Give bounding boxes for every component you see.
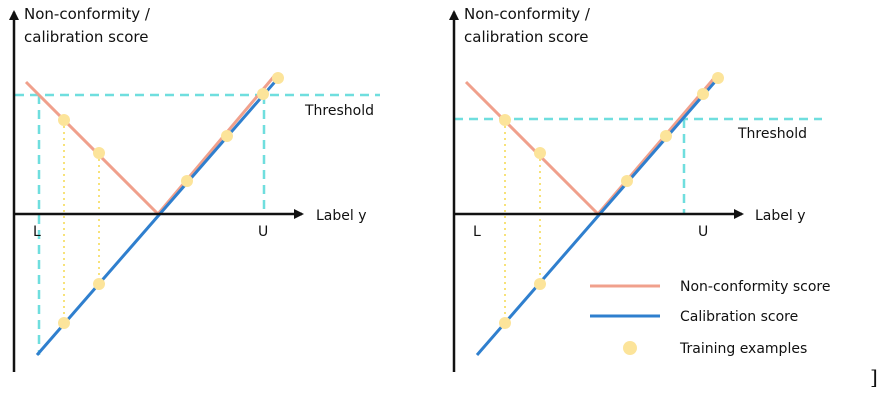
left-lower-bound-label: L xyxy=(33,224,41,240)
trailing-bracket: ] xyxy=(870,365,878,389)
right-training-dot xyxy=(621,175,633,187)
left-training-dot xyxy=(221,130,233,142)
left-threshold-label: Threshold xyxy=(304,103,374,119)
right-y-axis-label-line2: calibration score xyxy=(464,28,588,46)
legend: Non-conformity score Calibration score T… xyxy=(590,279,830,357)
legend-training-label: Training examples xyxy=(679,341,807,357)
right-y-axis-label-line1: Non-conformity / xyxy=(464,5,591,23)
left-calibration-line xyxy=(35,75,282,356)
right-training-dot xyxy=(534,278,546,290)
left-training-dot xyxy=(93,278,105,290)
legend-nonconformity-label: Non-conformity score xyxy=(680,279,830,295)
right-calibration-line xyxy=(475,75,722,356)
left-nonconformity-right-branch xyxy=(156,73,278,215)
left-training-dot xyxy=(181,175,193,187)
left-panel: Non-conformity / calibration score Thres… xyxy=(9,5,380,372)
right-training-dot xyxy=(697,88,709,100)
legend-training-swatch xyxy=(623,341,637,355)
left-upper-bound-label: U xyxy=(258,224,268,240)
right-x-axis-label: Label y xyxy=(755,208,806,224)
left-training-dot xyxy=(58,114,70,126)
left-training-dot xyxy=(93,147,105,159)
left-y-axis-label-line2: calibration score xyxy=(24,28,148,46)
legend-calibration-label: Calibration score xyxy=(680,309,798,325)
right-panel: Non-conformity / calibration score Thres… xyxy=(449,5,822,372)
left-x-axis-label: Label y xyxy=(316,208,367,224)
right-training-dot xyxy=(712,72,724,84)
left-training-dot xyxy=(257,88,269,100)
left-nonconformity-left-branch xyxy=(24,80,160,216)
right-nonconformity-right-branch xyxy=(596,75,718,215)
right-training-dot xyxy=(499,114,511,126)
right-lower-bound-label: L xyxy=(473,224,481,240)
left-y-axis-label-line1: Non-conformity / xyxy=(24,5,151,23)
right-training-dot xyxy=(534,147,546,159)
right-threshold-label: Threshold xyxy=(737,126,807,142)
left-training-dot xyxy=(272,72,284,84)
right-training-dot xyxy=(499,317,511,329)
right-training-dot xyxy=(660,130,672,142)
right-upper-bound-label: U xyxy=(698,224,708,240)
right-nonconformity-left-branch xyxy=(464,80,600,216)
left-training-dot xyxy=(58,317,70,329)
